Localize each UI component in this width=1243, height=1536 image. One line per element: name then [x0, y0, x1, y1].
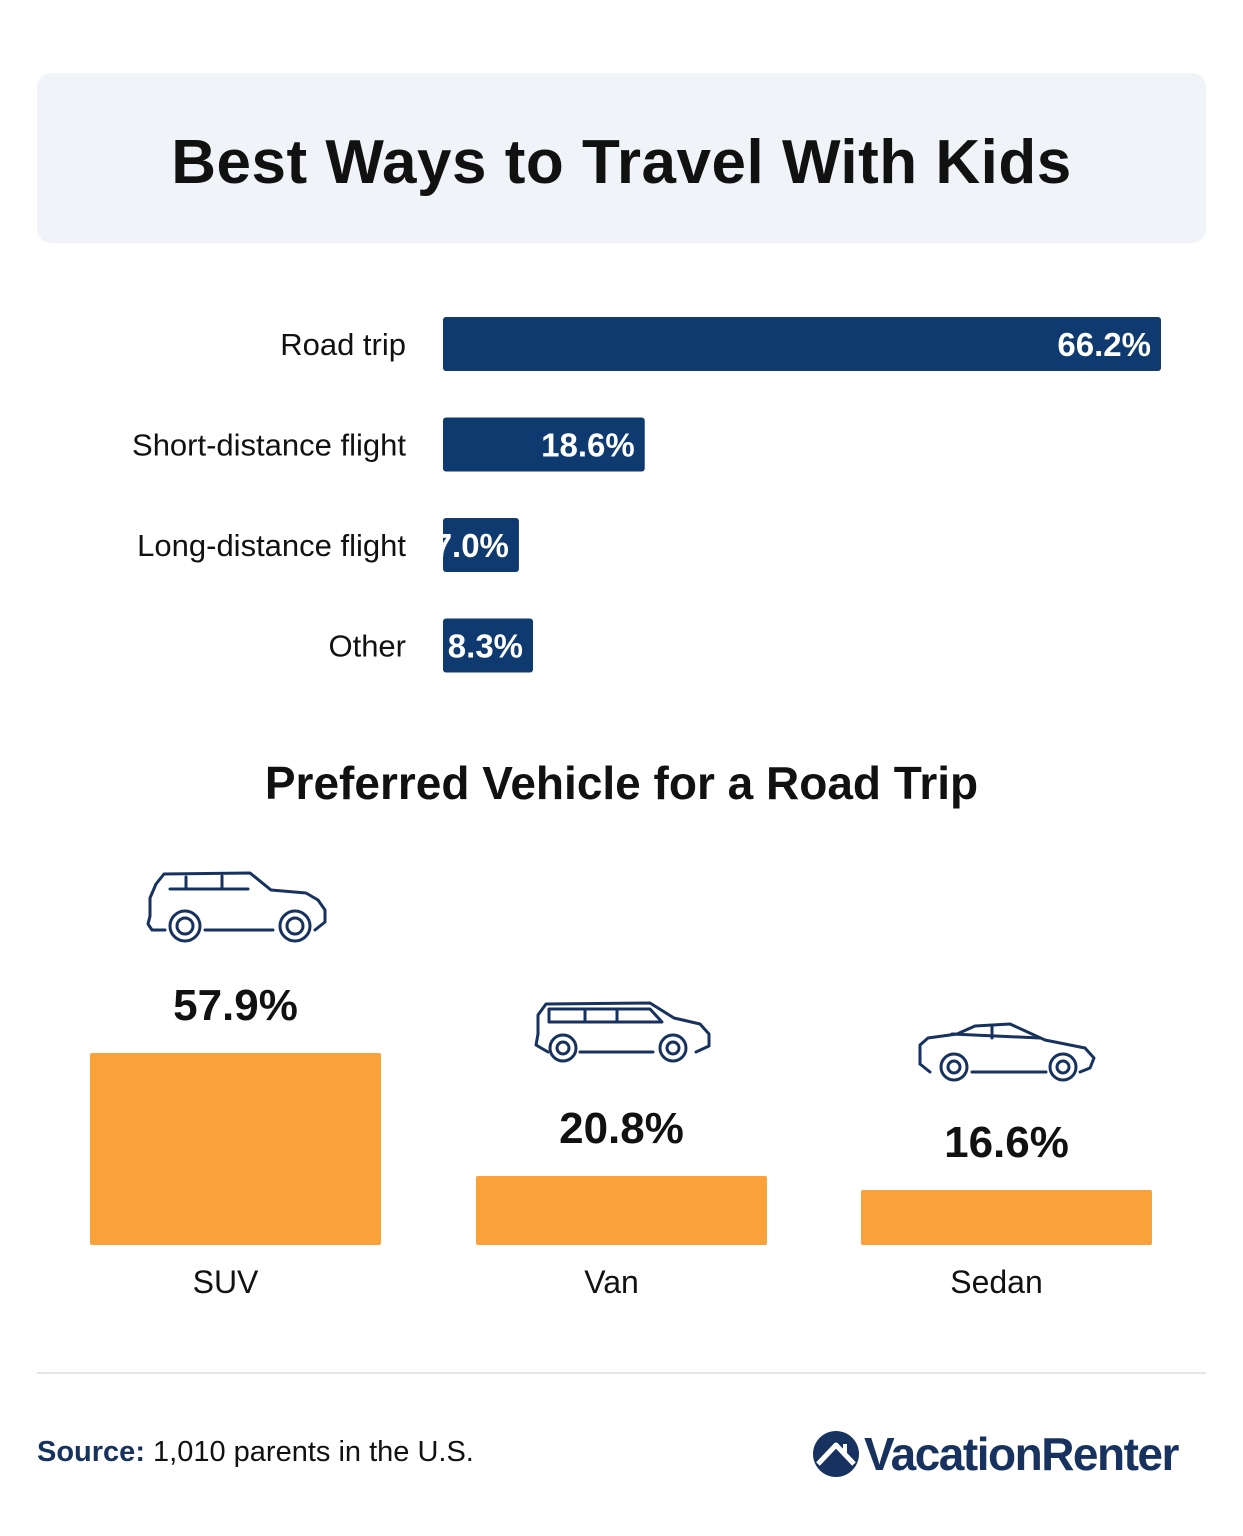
bar [861, 1189, 1152, 1245]
vehicle-bar-chart: 57.9% SUV 20.8% Van 16.6% Sedan [90, 871, 1152, 1300]
source-lead: Source: [37, 1436, 145, 1468]
bar [443, 417, 645, 472]
data-label: 20.8% [559, 1104, 684, 1153]
data-label: 57.9% [173, 981, 298, 1030]
bar [90, 1053, 381, 1245]
travel-mode-bar-chart: Road trip 66.2% Short-distance flight 18.6%… [132, 317, 1161, 673]
category-label: Short-distance flight [132, 428, 406, 463]
category-label: Sedan [950, 1264, 1043, 1300]
category-label: SUV [193, 1264, 259, 1300]
logo-text: VacationRenter [864, 1428, 1179, 1480]
data-label: 7.0% [434, 527, 509, 564]
footer-divider [37, 1372, 1206, 1374]
category-label: Van [584, 1264, 639, 1300]
bar [443, 317, 1161, 371]
title-banner: Best Ways to Travel With Kids [37, 73, 1206, 243]
data-label: 66.2% [1057, 326, 1151, 363]
suv-icon [146, 871, 327, 943]
van-icon [534, 1001, 711, 1063]
vacationrenter-logo: VacationRenter [812, 1424, 1179, 1484]
category-label: Road trip [280, 327, 406, 362]
page-title: Best Ways to Travel With Kids [171, 128, 1072, 197]
data-label: 18.6% [541, 427, 635, 464]
category-label: Other [328, 629, 406, 664]
bar [443, 518, 519, 572]
bar [476, 1176, 767, 1245]
bar [443, 618, 534, 673]
vehicle-chart-title: Preferred Vehicle for a Road Trip [264, 757, 979, 809]
house-circle-icon [813, 1431, 859, 1477]
data-label: 16.6% [944, 1118, 1069, 1167]
source-text: 1,010 parents in the U.S. [144, 1436, 474, 1468]
data-label: 8.3% [448, 628, 523, 665]
sedan-icon [918, 1022, 1096, 1082]
category-label: Long-distance flight [137, 528, 406, 563]
source-note: Source: 1,010 parents in the U.S. [37, 1436, 474, 1469]
